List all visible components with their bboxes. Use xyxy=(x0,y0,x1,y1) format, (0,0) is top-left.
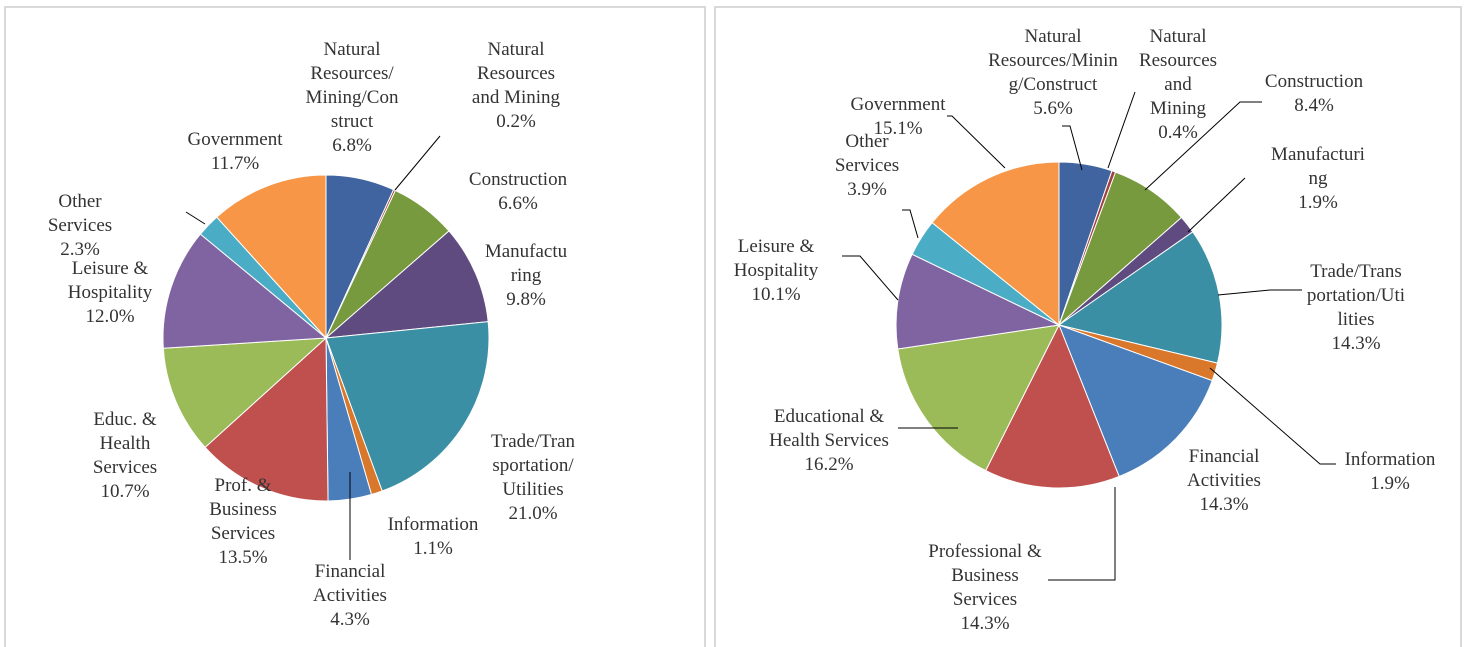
category-name: Natural Resources and Mining xyxy=(471,39,561,108)
value-label: 16.2% xyxy=(804,454,854,475)
leader-line xyxy=(1187,177,1246,233)
slice-label: Government 11.7% xyxy=(170,128,300,176)
slice-label: Construction 8.4% xyxy=(1259,70,1369,118)
value-label: 6.6% xyxy=(498,193,538,214)
pie-slice xyxy=(162,233,328,349)
value-label: 1.9% xyxy=(1298,192,1338,213)
slice-label: Manufacturing 9.8% xyxy=(482,240,570,312)
slice-label: Leisure & Hospitality 12.0% xyxy=(50,257,170,329)
category-name: Information xyxy=(1344,449,1436,470)
value-label: 6.8% xyxy=(332,135,372,156)
pie-slice xyxy=(1058,324,1213,478)
slice-label: Educational & Health Services 16.2% xyxy=(769,405,889,477)
category-name: Leisure & Hospitality xyxy=(67,258,153,303)
category-name: Government xyxy=(187,129,283,150)
value-label: 13.5% xyxy=(218,547,268,568)
leader-line xyxy=(1048,487,1116,581)
value-label: 0.2% xyxy=(496,111,536,132)
value-label: 3.9% xyxy=(847,179,887,200)
category-name: Natural Resources and Mining xyxy=(1138,26,1218,119)
category-name: Prof. & Business Services xyxy=(209,475,277,544)
value-label: 15.1% xyxy=(873,118,923,139)
category-name: Construction xyxy=(468,169,568,190)
pie-slice xyxy=(931,161,1060,327)
chart-panel xyxy=(714,6,1462,647)
slice-label: Financial Activities 14.3% xyxy=(1169,445,1279,517)
slice-label: Information 1.1% xyxy=(378,513,488,561)
category-name: Information xyxy=(387,514,479,535)
pie-slice xyxy=(897,324,1060,472)
leader-line xyxy=(394,135,441,191)
category-name: Manufacturing xyxy=(484,241,568,286)
value-label: 0.4% xyxy=(1158,122,1198,143)
category-name: Trade/Transportation/Utilities xyxy=(490,431,576,500)
category-name: Natural Resources/Mining/Construct xyxy=(305,39,399,132)
value-label: 1.9% xyxy=(1370,473,1410,494)
category-name: Other Services xyxy=(47,191,113,236)
value-label: 8.4% xyxy=(1294,95,1334,116)
slice-label: Government 15.1% xyxy=(843,93,953,141)
category-name: Financial Activities xyxy=(313,561,387,606)
category-name: Other Services xyxy=(834,131,900,176)
pie-slice xyxy=(895,253,1061,350)
slice-label: Natural Resources/Mining/Construct 6.8% xyxy=(305,38,400,158)
category-name: Leisure & Hospitality xyxy=(733,236,819,281)
category-name: Educ. & Health Services xyxy=(92,409,158,478)
value-label: 14.3% xyxy=(960,613,1010,634)
slice-label: Professional & Business Services 14.3% xyxy=(920,540,1050,636)
slice-label: Financial Activities 4.3% xyxy=(295,560,405,632)
category-name: Construction xyxy=(1264,71,1364,92)
category-name: Natural Resources/Mining/Construct xyxy=(988,26,1118,95)
value-label: 5.6% xyxy=(1033,98,1073,119)
category-name: Financial Activities xyxy=(1187,446,1261,491)
slice-label: Natural Resources and Mining 0.4% xyxy=(1138,25,1218,145)
leader-line xyxy=(1209,367,1336,465)
value-label: 21.0% xyxy=(508,503,558,524)
value-label: 1.1% xyxy=(413,538,453,559)
pie-slice xyxy=(162,337,328,449)
category-name: Educational & Health Services xyxy=(769,406,889,451)
value-label: 11.7% xyxy=(210,153,260,174)
value-label: 14.3% xyxy=(1331,333,1381,354)
category-name: Government xyxy=(850,94,946,115)
leader-line xyxy=(185,211,206,225)
value-label: 10.1% xyxy=(751,284,801,305)
value-label: 12.0% xyxy=(85,306,135,327)
pie-slice xyxy=(204,336,329,502)
value-label: 10.7% xyxy=(100,481,150,502)
slice-label: Other Services 3.9% xyxy=(827,130,907,202)
leader-line xyxy=(1062,125,1083,171)
slice-label: Educ. & Health Services 10.7% xyxy=(78,408,173,504)
leader-line xyxy=(902,209,919,239)
slice-label: Natural Resources and Mining 0.2% xyxy=(466,38,566,134)
leader-line xyxy=(1107,91,1136,169)
slice-label: Trade/Transportation/Utilities 14.3% xyxy=(1306,260,1406,356)
pie-slice xyxy=(215,174,327,340)
pie-slice xyxy=(985,323,1120,489)
category-name: Manufacturing xyxy=(1271,144,1365,189)
slice-label: Natural Resources/Mining/Construct 5.6% xyxy=(988,25,1118,121)
chart-panel xyxy=(4,6,706,647)
value-label: 14.3% xyxy=(1199,494,1249,515)
slice-label: Construction 6.6% xyxy=(453,168,583,216)
value-label: 9.8% xyxy=(506,289,546,310)
leader-line xyxy=(842,255,899,301)
slice-label: Trade/Transportation/Utilities 21.0% xyxy=(489,430,577,526)
category-name: Trade/Transportation/Utilities xyxy=(1306,261,1406,330)
slice-label: Manufacturing 1.9% xyxy=(1268,143,1368,215)
value-label: 2.3% xyxy=(60,239,100,260)
slice-label: Information 1.9% xyxy=(1330,448,1450,496)
value-label: 4.3% xyxy=(330,609,370,630)
leader-line xyxy=(1144,101,1262,191)
slice-label: Prof. & Business Services 13.5% xyxy=(198,474,288,570)
slice-label: Leisure & Hospitality 10.1% xyxy=(721,235,831,307)
category-name: Professional & Business Services xyxy=(928,541,1042,610)
leader-line xyxy=(947,115,1006,169)
leader-line xyxy=(1217,289,1302,296)
slice-label: Other Services 2.3% xyxy=(40,190,120,262)
pie-slice xyxy=(324,230,489,339)
